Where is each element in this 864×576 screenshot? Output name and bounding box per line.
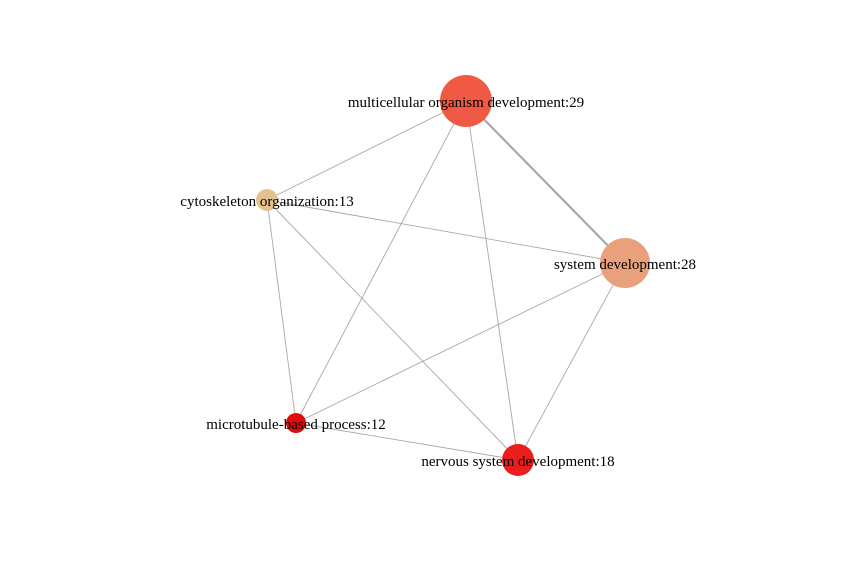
edge-system-nervous	[517, 262, 626, 461]
node-microtubule[interactable]	[286, 413, 306, 433]
node-multicellular[interactable]	[440, 75, 492, 127]
edge-multicellular-cytoskeleton	[266, 100, 467, 201]
network-labels: multicellular organism development:29 sys…	[180, 95, 696, 470]
edge-system-microtubule	[295, 262, 626, 424]
edge-microtubule-nervous	[295, 422, 519, 461]
node-nervous[interactable]	[502, 444, 534, 476]
edge-multicellular-nervous	[465, 100, 519, 461]
node-cytoskeleton[interactable]	[256, 189, 278, 211]
network-edges	[266, 100, 626, 461]
node-label-cytoskeleton: cytoskeleton organization:13	[180, 194, 353, 210]
edge-multicellular-system	[465, 100, 626, 264]
edge-system-cytoskeleton	[266, 199, 626, 264]
edge-cytoskeleton-microtubule	[266, 199, 297, 424]
edge-multicellular-microtubule	[295, 100, 467, 424]
edge-cytoskeleton-nervous	[266, 199, 519, 461]
node-label-system: system development:28	[554, 257, 696, 273]
node-label-multicellular: multicellular organism development:29	[348, 95, 584, 111]
node-system[interactable]	[600, 238, 650, 288]
node-label-nervous: nervous system development:18	[421, 454, 614, 470]
network-nodes	[256, 75, 650, 476]
node-label-microtubule: microtubule-based process:12	[206, 417, 386, 433]
